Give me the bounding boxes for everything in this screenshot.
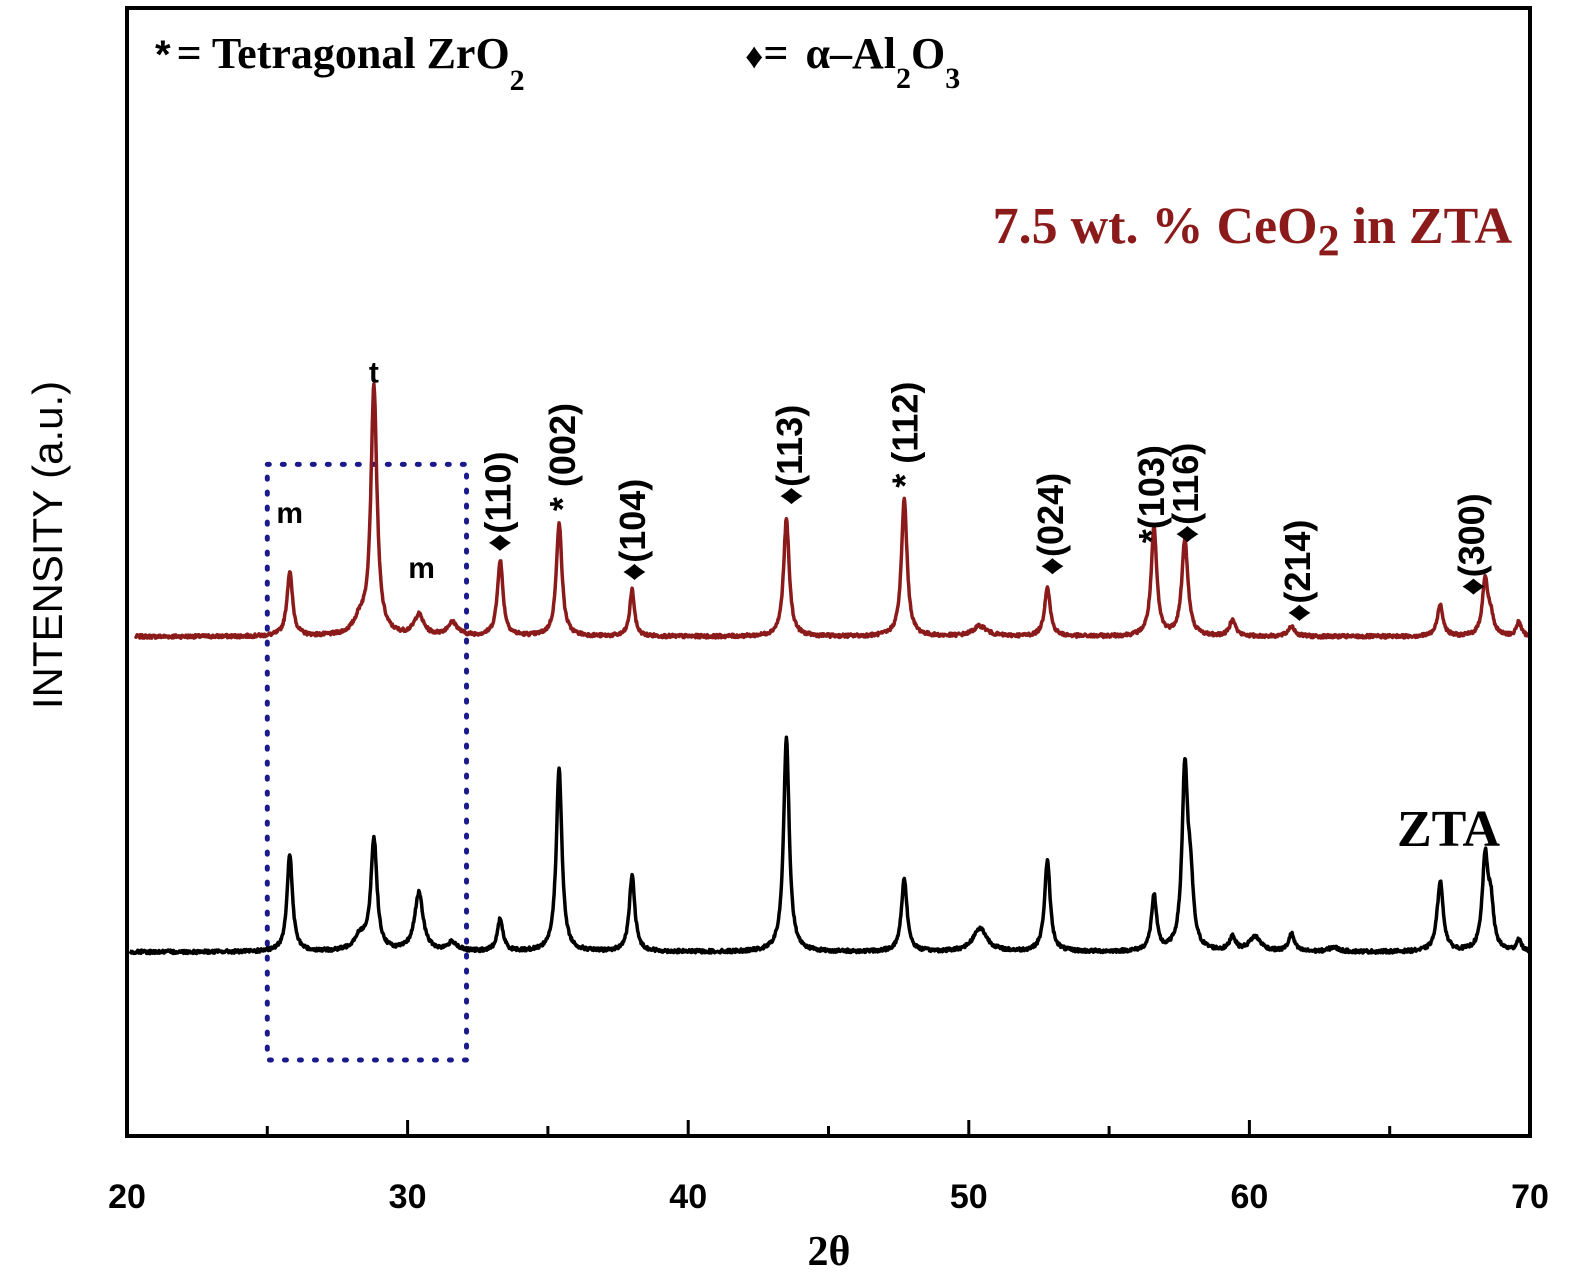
phase-label-m-0: m — [276, 497, 303, 530]
series-line-zta — [128, 735, 1531, 956]
series-label-ceo2-sub: 2 — [1318, 216, 1340, 265]
x-tick-label-20: 20 — [108, 1178, 146, 1216]
hkl-label-002: * (002) — [542, 403, 583, 511]
hkl-label-116: ♦(116) — [1165, 443, 1206, 543]
x-tick-label-40: 40 — [669, 1178, 707, 1216]
y-axis-title: INTENSITY (a.u.) — [24, 381, 71, 709]
legend-alumina: ♦= α–Al2O3 — [745, 29, 960, 95]
legend-alumina-alpha: α–Al — [805, 29, 896, 78]
x-tick-label-70: 70 — [1511, 1178, 1549, 1216]
series-label-ceo2-tail: in ZTA — [1340, 198, 1513, 255]
x-axis-title: 2θ — [808, 1229, 851, 1275]
x-axis-ticks — [125, 1120, 1532, 1136]
legend-alumina-sub1: 2 — [896, 62, 911, 95]
hkl-label-112: * (112) — [884, 382, 925, 488]
peak-annotations: m t m ♦(110) * (002) ♦(104) ♦(113) * (112) ♦(024… — [276, 357, 1492, 622]
series-line-ceo2-zta — [133, 382, 1531, 640]
hkl-label-110: ♦(110) — [477, 452, 518, 552]
x-tick-label-50: 50 — [950, 1178, 988, 1216]
legend-tetragonal-sub: 2 — [510, 64, 525, 97]
legend-alumina-symbol: ♦ — [745, 36, 763, 76]
series-label-ceo2: 7.5 wt. % CeO2 in ZTA — [993, 198, 1513, 265]
legend-alumina-eq: = — [763, 29, 799, 78]
x-tick-label-30: 30 — [389, 1178, 427, 1216]
series-label-zta: ZTA — [1397, 801, 1501, 858]
legend-alumina-sub2: 3 — [945, 62, 960, 95]
x-tick-label-60: 60 — [1230, 1178, 1268, 1216]
series-layer — [128, 382, 1531, 956]
legend-tetragonal-text: = Tetragonal ZrO — [177, 29, 510, 78]
phase-label-m-2: m — [408, 552, 435, 585]
legend: * = Tetragonal ZrO2 ♦= α–Al2O3 — [155, 29, 960, 97]
hkl-label-104: ♦(104) — [612, 479, 653, 581]
legend-alumina-O: O — [911, 29, 945, 78]
hkl-label-300: ♦(300) — [1451, 493, 1492, 595]
legend-tetragonal-symbol: * — [155, 33, 171, 77]
hkl-label-103: *(103) — [1131, 445, 1172, 543]
x-axis-tick-labels: 20 30 40 50 60 70 — [108, 1178, 1549, 1216]
highlight-box — [264, 461, 470, 1063]
series-label-ceo2-main: 7.5 wt. % CeO — [993, 198, 1318, 255]
hkl-label-113: ♦(113) — [769, 405, 810, 505]
phase-label-t-1: t — [369, 357, 379, 390]
hkl-label-024: ♦(024) — [1030, 473, 1071, 575]
hkl-label-214: ♦(214) — [1277, 520, 1318, 622]
legend-tetragonal: * = Tetragonal ZrO2 — [155, 29, 525, 97]
